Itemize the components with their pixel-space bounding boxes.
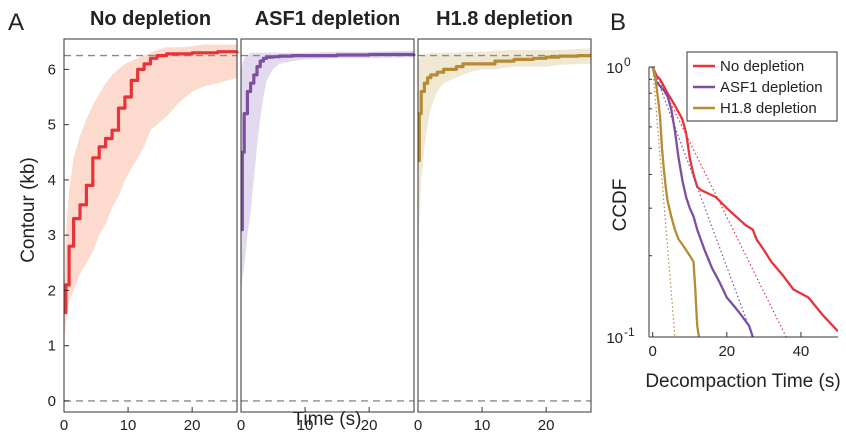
ccdf-y-tick-label-1: 10 xyxy=(606,330,623,347)
ccdf-line-h1-8-depletion xyxy=(651,66,701,338)
x-tick-label-asf1-depletion-0: 0 xyxy=(237,417,245,434)
axes-frame-h1-8-depletion xyxy=(417,38,592,413)
ccdf-y-tick-exponent-1: -1 xyxy=(624,325,635,339)
x-tick-label-h1-8-depletion-0: 0 xyxy=(414,417,422,434)
mean-line-asf1-depletion xyxy=(240,52,416,232)
decompaction-xlabel: Decompaction Time (s) xyxy=(645,371,840,392)
legend-label-no-depletion: No depletion xyxy=(720,58,804,75)
panel-no-depletion: No depletion 0 10 20 0 1 2 3 4 5 6 xyxy=(48,8,239,434)
ccdf-plot-area xyxy=(651,66,838,338)
fit-line-h1-8-depletion xyxy=(652,66,676,338)
y-tick-label-no-depletion-3: 3 xyxy=(48,227,56,244)
ccdf-x-tick-label-20: 20 xyxy=(718,343,735,360)
ccdf-line-asf1-depletion xyxy=(651,66,754,338)
ccdf-y-tick-exponent-0: 0 xyxy=(624,55,631,69)
mean-line-no-depletion xyxy=(64,50,239,315)
x-tick-label-no-depletion-20: 20 xyxy=(184,417,201,434)
panel-letter-a: A xyxy=(8,9,24,36)
y-tick-label-no-depletion-1: 1 xyxy=(48,338,56,355)
ccdf-x-tick-label-0: 0 xyxy=(649,343,657,360)
panel-title-asf1-depletion: ASF1 depletion xyxy=(255,8,401,30)
ccdf-line-no-depletion xyxy=(651,66,838,333)
axes-frame-asf1-depletion xyxy=(240,38,415,413)
x-tick-label-no-depletion-0: 0 xyxy=(60,417,68,434)
time-xlabel: Time (s) xyxy=(293,409,362,430)
legend-label-h1-8-depletion: H1.8 depletion xyxy=(720,100,817,117)
x-tick-label-no-depletion-10: 10 xyxy=(120,417,137,434)
mean-line-h1-8-depletion xyxy=(417,54,591,163)
y-tick-label-no-depletion-0: 0 xyxy=(48,393,56,410)
legend-label-asf1-depletion: ASF1 depletion xyxy=(720,79,823,96)
confidence-band-no-depletion xyxy=(64,44,237,341)
panel-title-h1-8-depletion: H1.8 depletion xyxy=(436,8,573,30)
x-tick-label-h1-8-depletion-20: 20 xyxy=(538,417,555,434)
contour-ylabel: Contour (kb) xyxy=(18,157,39,263)
panel-h1-8-depletion: H1.8 depletion 0 10 20 xyxy=(414,8,592,434)
y-tick-label-no-depletion-2: 2 xyxy=(48,282,56,299)
ccdf-x-tick-label-40: 40 xyxy=(793,343,810,360)
confidence-band-asf1-depletion xyxy=(241,50,414,296)
y-tick-label-no-depletion-5: 5 xyxy=(48,117,56,134)
ccdf-ylabel: CCDF xyxy=(610,179,631,232)
x-tick-label-asf1-depletion-10: 10 xyxy=(297,417,314,434)
panel-asf1-depletion: ASF1 depletion 0 10 20 xyxy=(237,8,416,434)
y-tick-label-no-depletion-4: 4 xyxy=(48,172,56,189)
panel-title-no-depletion: No depletion xyxy=(90,8,211,30)
x-tick-label-h1-8-depletion-10: 10 xyxy=(474,417,491,434)
ccdf-y-tick-label-0: 10 xyxy=(606,60,623,77)
confidence-band-h1-8-depletion xyxy=(418,48,591,285)
y-tick-label-no-depletion-6: 6 xyxy=(48,61,56,78)
panel-letter-b: B xyxy=(610,9,626,36)
axes-frame-no-depletion xyxy=(63,38,238,413)
x-tick-label-asf1-depletion-20: 20 xyxy=(361,417,378,434)
